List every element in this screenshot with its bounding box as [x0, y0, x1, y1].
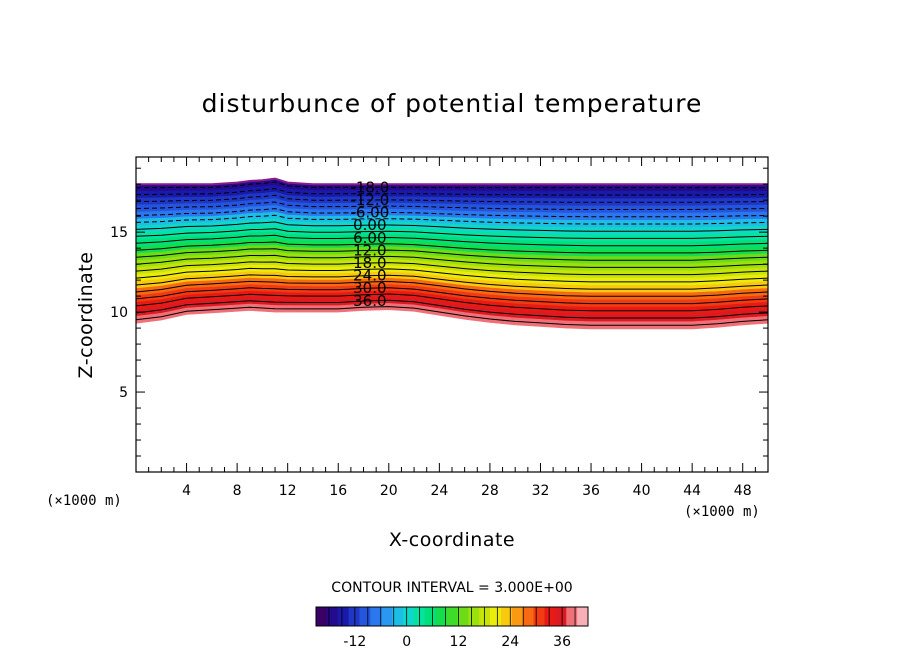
colorbar-tick-label: -12 — [343, 634, 366, 650]
contour-label: -12.0 — [350, 191, 389, 209]
colorbar-swatch — [435, 607, 447, 626]
contour-line — [135, 248, 769, 261]
contour-line — [135, 293, 769, 312]
contour-line — [135, 261, 769, 276]
chart-title: disturbunce of potential temperature — [202, 89, 703, 118]
contour-line — [135, 299, 769, 319]
colorbar-swatch — [326, 607, 339, 626]
colorbar-swatch — [522, 607, 534, 626]
contour-line — [135, 194, 769, 203]
contour-line — [135, 241, 769, 254]
x-axis-unit: (×1000 m) — [684, 504, 760, 520]
contour-line — [135, 267, 769, 283]
x-tick-label: 24 — [430, 483, 448, 499]
plot-area: -18.0-12.0-6.000.006.0012.018.024.030.03… — [110, 156, 769, 499]
contour-label: 6.00 — [353, 229, 386, 247]
x-tick-label: 8 — [233, 483, 242, 499]
colorbar-swatch — [316, 607, 328, 626]
contour-labels: -18.0-12.0-6.000.006.0012.018.024.030.03… — [350, 178, 389, 310]
colorbar-swatch — [511, 607, 524, 626]
contour-label: -6.00 — [350, 204, 389, 222]
x-tick-label: 48 — [734, 483, 752, 499]
field-top-edge — [136, 177, 768, 186]
contour-line — [135, 287, 769, 305]
colorbar-swatch — [577, 607, 589, 626]
contour-line — [135, 234, 769, 247]
x-tick-label: 12 — [279, 483, 297, 499]
colorbar-swatch — [555, 607, 567, 626]
colorbar-swatch — [490, 607, 502, 626]
x-tick-label: 32 — [532, 483, 550, 499]
contour-interval-note: CONTOUR INTERVAL = 3.000E+00 — [331, 580, 572, 596]
colorbar-swatch — [424, 607, 437, 626]
colorbar-swatch — [533, 607, 545, 626]
colorbar-swatch — [348, 607, 360, 626]
colorbar-tick-label: 0 — [402, 634, 411, 650]
colorbar-tick-label: 24 — [501, 634, 519, 650]
contour-label: 24.0 — [353, 267, 386, 285]
contour-line — [135, 208, 769, 218]
colorbar-swatch — [370, 607, 382, 626]
colorbar-swatch — [457, 607, 469, 626]
y-tick-label: 5 — [119, 385, 128, 401]
contour-label: 12.0 — [353, 241, 386, 259]
x-tick-label: 16 — [329, 483, 347, 499]
colorbar-swatch — [479, 607, 491, 626]
colorbar-swatch — [392, 607, 404, 626]
colorbar-swatch — [359, 607, 371, 626]
x-tick-label: 44 — [683, 483, 701, 499]
colorbar-swatch — [381, 607, 393, 626]
contour-lines — [135, 181, 769, 326]
x-tick-label: 40 — [633, 483, 651, 499]
colorbar-swatch — [403, 607, 415, 626]
x-tick-label: 20 — [380, 483, 398, 499]
colorbar-swatch — [544, 607, 556, 626]
contour-line — [135, 254, 769, 268]
contour-line — [135, 280, 769, 297]
colorbar: -12 0 12 24 36 — [315, 606, 589, 650]
x-axis-label: X-coordinate — [389, 529, 515, 551]
contour-line — [135, 188, 769, 196]
colorbar-swatch — [446, 607, 458, 626]
contour-line — [135, 221, 769, 232]
contour-label: 18.0 — [353, 254, 386, 272]
y-tick-label: 15 — [110, 225, 128, 241]
contour-line — [135, 201, 769, 210]
colorbar-tick-label: 12 — [450, 634, 468, 650]
x-tick-label: 36 — [582, 483, 600, 499]
colorbar-swatch — [500, 607, 513, 626]
colorbar-tick-label: 36 — [553, 634, 571, 650]
contour-label: 0.00 — [353, 216, 386, 234]
colorbar-swatch — [566, 607, 578, 626]
contour-label: 36.0 — [353, 292, 386, 310]
contour-line — [135, 274, 769, 290]
y-tick-label: 10 — [110, 305, 128, 321]
contour-line — [135, 214, 769, 225]
y-axis-unit: (×1000 m) — [46, 493, 122, 509]
x-tick-label: 28 — [481, 483, 499, 499]
colorbar-swatch — [337, 607, 350, 626]
contour-label: 30.0 — [353, 279, 386, 297]
contour-line — [135, 181, 768, 189]
contour-line — [135, 306, 769, 326]
y-axis-label: Z-coordinate — [75, 252, 97, 379]
x-tick-label: 4 — [182, 483, 191, 499]
contour-line — [135, 228, 769, 239]
contour-label: -18.0 — [350, 178, 389, 196]
colorbar-swatch — [468, 607, 480, 626]
colorbar-frame — [315, 606, 589, 627]
